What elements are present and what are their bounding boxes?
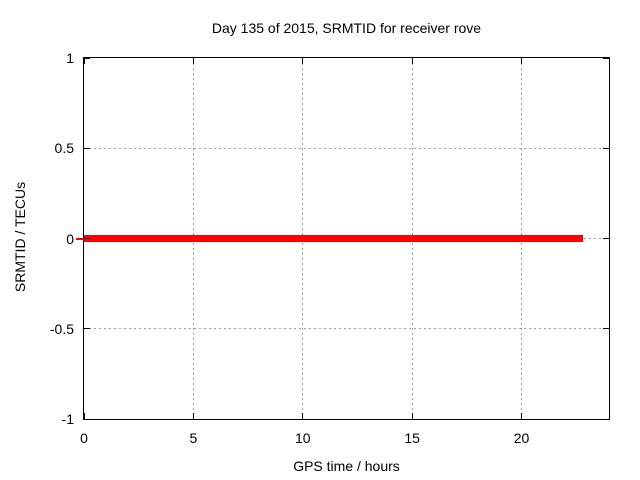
y-tick-mark-right	[603, 328, 609, 330]
y-tick-mark-right	[603, 418, 609, 420]
chart-title: Day 135 of 2015, SRMTID for receiver rov…	[211, 20, 482, 36]
x-tick-mark-top	[302, 58, 304, 64]
y-tick-label: -0.5	[49, 320, 74, 337]
x-tick-mark-bottom	[302, 413, 304, 419]
x-tick-label: 0	[80, 430, 88, 446]
x-tick-mark-top	[83, 58, 85, 64]
x-tick-mark-bottom	[83, 413, 85, 419]
grid-line-horizontal	[84, 328, 609, 330]
x-tick-mark-top	[521, 58, 522, 64]
y-tick-mark-right	[603, 238, 609, 239]
grid-line-horizontal	[84, 147, 609, 149]
x-tick-label: 10	[294, 430, 311, 446]
y-tick-mark-left	[84, 418, 90, 420]
x-tick-label: 15	[404, 430, 420, 446]
x-tick-mark-top	[411, 58, 413, 64]
x-tick-mark-bottom	[192, 413, 194, 419]
x-tick-mark-bottom	[521, 413, 522, 419]
x-tick-label: 5	[189, 430, 198, 446]
y-tick-mark-right	[603, 147, 609, 149]
y-tick-mark-left	[84, 57, 90, 59]
x-tick-mark-top	[192, 58, 194, 64]
y-tick-mark-left	[84, 328, 90, 330]
x-tick-label: 20	[513, 430, 530, 446]
y-tick-label: -1	[61, 411, 74, 427]
x-tick-mark-bottom	[411, 413, 413, 419]
y-tick-label: 1	[66, 50, 74, 66]
y-tick-label: 0	[66, 230, 74, 247]
data-series-line	[76, 235, 583, 242]
y-tick-mark-right	[603, 57, 609, 59]
x-axis-label: GPS time / hours	[293, 458, 400, 474]
y-tick-label: 0.5	[54, 140, 74, 157]
y-tick-mark-left	[84, 238, 90, 239]
y-tick-mark-left	[84, 147, 90, 149]
plot-area	[76, 57, 610, 420]
